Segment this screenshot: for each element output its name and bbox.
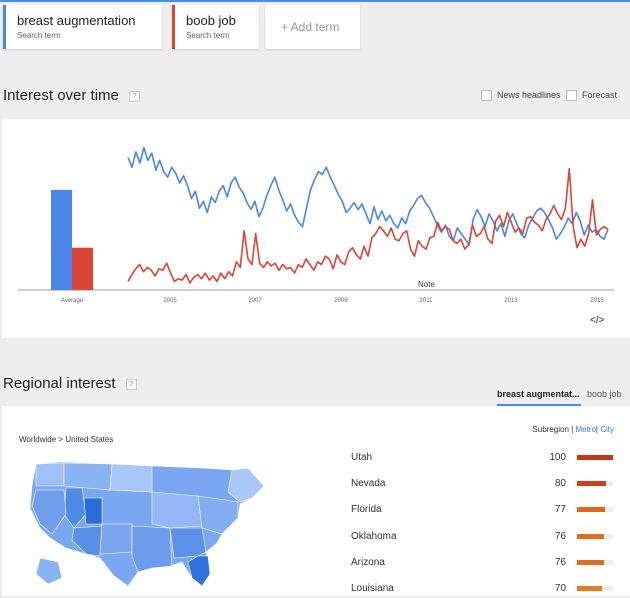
- average-bars: Average: [51, 189, 93, 304]
- note-annotation[interactable]: Note: [418, 280, 435, 289]
- region-bar: [577, 534, 613, 539]
- map-region: [35, 462, 65, 487]
- search-term-boob-job[interactable]: boob job Search term: [172, 5, 259, 49]
- map-region: [151, 491, 203, 529]
- region-bar-fill: [577, 481, 606, 486]
- region-row[interactable]: Arizona 76: [351, 556, 613, 572]
- term-label: breast augmentation: [17, 13, 136, 28]
- x-tick-label: 2009: [334, 298, 348, 304]
- region-row[interactable]: Oklahoma 76: [351, 530, 613, 546]
- region-bar-fill: [577, 586, 603, 591]
- region-row[interactable]: Florida 77: [351, 503, 613, 519]
- region-name: Nevada: [351, 478, 386, 489]
- region-bar-fill: [577, 455, 613, 460]
- term-label: boob job: [186, 13, 236, 28]
- map-region: [131, 525, 173, 573]
- search-term-breast-augmentation[interactable]: breast augmentation Search term: [3, 5, 162, 49]
- region-value: 76: [554, 531, 566, 542]
- tab-breast-augmentation[interactable]: breast augmentat...: [497, 389, 581, 406]
- news-headlines-label: News headlines: [497, 90, 561, 100]
- region-name: Arizona: [351, 557, 385, 568]
- us-map[interactable]: [2, 406, 332, 596]
- series-lines: [127, 146, 609, 284]
- series-line-1[interactable]: [127, 167, 609, 284]
- region-bar: [577, 586, 613, 591]
- metro-link[interactable]: Metro: [575, 425, 596, 434]
- interest-over-time-heading: Interest over time?: [3, 87, 140, 104]
- map-region: [197, 495, 239, 535]
- map-region: [71, 525, 103, 557]
- tab-boob-job[interactable]: boob job: [587, 389, 622, 399]
- region-value: 76: [554, 557, 566, 568]
- region-bar: [577, 481, 613, 486]
- x-tick-label: 2013: [504, 298, 518, 304]
- region-row[interactable]: Louisiana 70: [351, 582, 613, 598]
- series-line-0[interactable]: [127, 146, 609, 246]
- checkbox-icon[interactable]: [566, 90, 577, 102]
- average-bar-0[interactable]: [51, 189, 72, 290]
- regional-interest-title: Regional interest: [3, 375, 116, 392]
- region-bar-fill: [577, 534, 605, 539]
- interest-chart-card: Average 2005 2007 2009 2011 2013 2015 Note: [2, 119, 630, 338]
- map-region: [83, 497, 103, 525]
- regional-interest-card: Worldwide > United States Subregion | Me…: [2, 406, 630, 596]
- x-tick-label: 2011: [420, 298, 434, 304]
- map-region: [169, 527, 207, 559]
- x-axis-ticks: 2005 2007 2009 2011 2013 2015: [163, 298, 604, 304]
- embed-code-button[interactable]: </>: [590, 315, 605, 326]
- map-region-alaska: [35, 557, 63, 585]
- breadcrumb[interactable]: Worldwide > United States: [19, 435, 114, 444]
- region-name: Florida: [351, 504, 382, 515]
- region-name: Oklahoma: [351, 531, 397, 542]
- checkbox-icon[interactable]: [481, 90, 492, 102]
- forecast-label: Forecast: [582, 90, 618, 100]
- region-bar: [577, 560, 613, 565]
- region-value: 80: [554, 478, 566, 489]
- help-icon[interactable]: ?: [128, 90, 140, 102]
- x-tick-label: 2007: [248, 298, 262, 304]
- average-bar-1[interactable]: [72, 247, 93, 290]
- map-region: [109, 463, 153, 493]
- term-type-label: Search term: [186, 31, 230, 40]
- interest-over-time-chart: Average 2005 2007 2009 2011 2013 2015 Note: [18, 146, 614, 304]
- news-headlines-toggle[interactable]: News headlines: [481, 90, 561, 102]
- region-bar-fill: [577, 507, 605, 512]
- forecast-toggle[interactable]: Forecast: [566, 90, 618, 102]
- region-name: Louisiana: [351, 583, 394, 594]
- map-region: [99, 523, 133, 555]
- map-region: [187, 555, 211, 587]
- resolution-switcher: Subregion | Metro| City: [532, 425, 614, 434]
- map-region: [63, 462, 113, 491]
- region-row[interactable]: Nevada 80: [351, 477, 613, 493]
- separator: |: [571, 425, 574, 434]
- region-bar: [577, 455, 613, 460]
- interest-over-time-title: Interest over time: [3, 87, 119, 104]
- x-tick-label: 2015: [590, 298, 604, 304]
- city-link[interactable]: City: [600, 425, 614, 434]
- separator: |: [595, 425, 598, 434]
- region-bar: [577, 507, 613, 512]
- map-region: [227, 467, 265, 503]
- help-icon[interactable]: ?: [125, 378, 137, 390]
- region-value: 77: [554, 504, 566, 515]
- average-label: Average: [61, 298, 84, 304]
- add-term-button[interactable]: + Add term: [265, 5, 360, 49]
- x-tick-label: 2005: [163, 298, 177, 304]
- map-region: [31, 489, 67, 535]
- region-bar-fill: [577, 560, 605, 565]
- region-value: 100: [549, 452, 566, 463]
- region-name: Utah: [351, 452, 373, 463]
- term-type-label: Search term: [17, 31, 61, 40]
- region-row[interactable]: Utah 100: [351, 451, 613, 467]
- regional-interest-heading: Regional interest?: [3, 375, 137, 392]
- subregion-label[interactable]: Subregion: [532, 425, 569, 434]
- top-accent-line: [0, 0, 630, 2]
- region-value: 70: [554, 583, 566, 594]
- add-term-label: + Add term: [281, 20, 340, 34]
